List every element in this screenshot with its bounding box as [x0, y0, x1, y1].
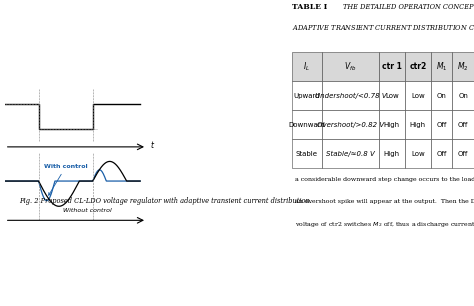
Bar	[322, 52, 379, 81]
Text: $t_1$: $t_1$	[35, 155, 42, 166]
Bar	[405, 110, 431, 139]
Bar	[379, 52, 405, 81]
Text: THE DETAILED OPERATION CONCEPT OF THE PROPOSED: THE DETAILED OPERATION CONCEPT OF THE PR…	[343, 3, 474, 11]
Text: Overshoot/>0.82 V: Overshoot/>0.82 V	[317, 122, 384, 128]
Bar	[453, 110, 474, 139]
Bar	[322, 110, 379, 139]
Bar	[379, 139, 405, 168]
Bar	[431, 81, 453, 110]
Text: High: High	[384, 151, 400, 157]
Bar	[453, 81, 474, 110]
Text: $t$: $t$	[150, 139, 155, 150]
Text: $M_1$: $M_1$	[436, 60, 447, 73]
Text: Off: Off	[458, 151, 468, 157]
Text: On: On	[437, 93, 447, 99]
Text: ctr 1: ctr 1	[382, 62, 402, 71]
Text: Off: Off	[437, 151, 447, 157]
Bar	[405, 81, 431, 110]
Bar	[379, 110, 405, 139]
Bar	[292, 81, 322, 110]
Text: $t_2$: $t_2$	[89, 155, 97, 166]
Bar	[322, 81, 379, 110]
Bar	[431, 110, 453, 139]
Text: Low: Low	[385, 93, 399, 99]
Bar	[322, 139, 379, 168]
Bar	[379, 81, 405, 110]
Text: Fig. 2 Proposed CL-LDO voltage regulator with adaptive transient current distrib: Fig. 2 Proposed CL-LDO voltage regulator…	[19, 197, 312, 205]
Bar	[405, 139, 431, 168]
Text: Upward: Upward	[293, 93, 320, 99]
Text: Without control: Without control	[63, 208, 112, 213]
Text: Undershoot/<0.78 V: Undershoot/<0.78 V	[315, 93, 386, 99]
Text: Stable/≈0.8 V: Stable/≈0.8 V	[326, 151, 375, 157]
Bar	[405, 52, 431, 81]
Text: Off: Off	[437, 122, 447, 128]
Text: $I_L$: $I_L$	[303, 60, 310, 73]
Bar	[431, 52, 453, 81]
Text: a considerable downward step change occurs to the load cur: a considerable downward step change occu…	[295, 177, 474, 182]
Text: ADAPTIVE TRANSIENT CURRENT DISTRIBUTION CIRCUIT (@ $V_{in}$ = 2.5 V: ADAPTIVE TRANSIENT CURRENT DISTRIBUTION …	[292, 23, 474, 34]
Bar	[292, 52, 322, 81]
Text: $V_{fb}$: $V_{fb}$	[344, 60, 356, 73]
Text: ctr2: ctr2	[409, 62, 427, 71]
Text: On: On	[458, 93, 468, 99]
Text: $M_2$: $M_2$	[457, 60, 469, 73]
Bar	[453, 52, 474, 81]
Text: Low: Low	[411, 151, 425, 157]
Text: Downward: Downward	[288, 122, 325, 128]
Text: High: High	[410, 122, 426, 128]
Text: voltage of ctr2 switches $M_2$ off, thus a discharge current .: voltage of ctr2 switches $M_2$ off, thus…	[295, 220, 474, 229]
Text: Off: Off	[458, 122, 468, 128]
Text: With control: With control	[44, 164, 88, 195]
Text: Stable: Stable	[296, 151, 318, 157]
Text: TABLE I: TABLE I	[292, 3, 327, 11]
Text: an overshoot spike will appear at the output.  Then the D: an overshoot spike will appear at the ou…	[295, 199, 474, 204]
Bar	[453, 139, 474, 168]
Text: Low: Low	[411, 93, 425, 99]
Bar	[292, 139, 322, 168]
Bar	[292, 110, 322, 139]
Text: High: High	[384, 122, 400, 128]
Bar	[431, 139, 453, 168]
